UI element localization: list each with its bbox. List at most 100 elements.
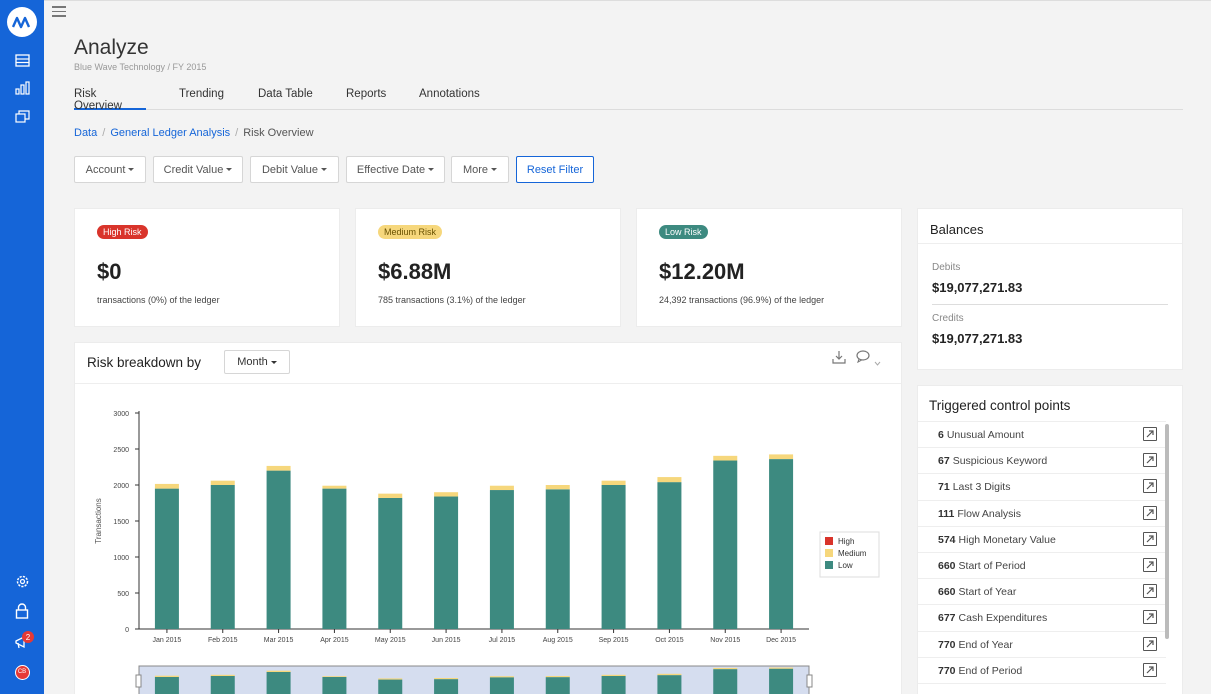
navigator-bar-low (322, 677, 347, 694)
x-tick-label: Feb 2015 (208, 637, 238, 644)
top-border (44, 0, 1211, 1)
ledger-icon[interactable] (12, 50, 32, 70)
control-point-row[interactable]: 6 Unusual Amount (918, 422, 1166, 449)
period-dropdown[interactable]: Month (224, 350, 290, 374)
bar-segment-low[interactable] (657, 482, 682, 629)
windows-icon[interactable] (12, 106, 32, 126)
y-tick-label: 1500 (113, 519, 129, 526)
control-points-scrollbar[interactable] (1165, 424, 1169, 639)
chevron-down-icon[interactable] (874, 353, 881, 371)
bar-segment-medium[interactable] (601, 480, 626, 485)
bar-segment-low[interactable] (266, 470, 291, 629)
bar-segment-medium[interactable] (434, 492, 459, 497)
bar-segment-low[interactable] (601, 485, 626, 629)
hamburger-menu-icon[interactable] (52, 6, 66, 18)
bar-segment-low[interactable] (545, 489, 570, 629)
tab-reports[interactable]: Reports (346, 88, 387, 100)
low-risk-card: Low Risk $12.20M 24,392 transactions (96… (636, 208, 902, 327)
bar-segment-medium[interactable] (154, 483, 179, 489)
more-filter-button[interactable]: More (451, 156, 509, 183)
open-external-icon[interactable] (1143, 505, 1157, 520)
breadcrumb-data[interactable]: Data (74, 127, 98, 139)
control-point-row[interactable]: 67 Suspicious Keyword (918, 448, 1166, 475)
range-handle-right[interactable] (806, 674, 813, 688)
control-point-row[interactable]: 71 Last 3 Digits (918, 474, 1166, 501)
effective-date-filter-button[interactable]: Effective Date (346, 156, 445, 183)
comment-icon[interactable] (856, 350, 870, 368)
bar-segment-low[interactable] (210, 485, 235, 629)
bar-segment-low[interactable] (769, 459, 794, 629)
gear-icon[interactable] (12, 571, 32, 591)
navigator-bar-low (434, 679, 459, 694)
control-point-row[interactable]: 574 High Monetary Value (918, 527, 1166, 553)
control-point-row[interactable]: 660 Start of Year (918, 579, 1166, 606)
open-external-icon[interactable] (1143, 662, 1157, 677)
tab-annotations[interactable]: Annotations (419, 88, 480, 100)
tab-data-table[interactable]: Data Table (258, 88, 313, 100)
download-icon[interactable] (832, 350, 846, 369)
open-external-icon[interactable] (1143, 453, 1157, 468)
control-point-row[interactable]: 770 End of Period (918, 658, 1166, 684)
x-tick-label: Oct 2015 (655, 637, 684, 644)
bar-segment-medium[interactable] (489, 485, 514, 491)
bar-segment-medium[interactable] (769, 454, 794, 460)
bar-segment-medium[interactable] (545, 485, 570, 490)
bar-segment-low[interactable] (322, 488, 347, 629)
open-external-icon[interactable] (1143, 531, 1157, 546)
control-point-row[interactable]: 111 Flow Analysis (918, 501, 1166, 527)
control-point-count: 71 (938, 481, 950, 494)
open-external-icon[interactable] (1143, 557, 1157, 572)
navigator-bar-medium (489, 676, 514, 678)
bar-segment-medium[interactable] (266, 465, 291, 471)
bar-segment-medium[interactable] (378, 493, 403, 498)
bar-segment-low[interactable] (434, 496, 459, 629)
range-handle-left[interactable] (135, 674, 142, 688)
control-point-label: Flow Analysis (957, 507, 1021, 520)
bar-segment-medium[interactable] (713, 455, 738, 461)
logo-icon[interactable] (7, 7, 37, 37)
legend-label: Low (838, 561, 853, 570)
bar-segment-medium[interactable] (322, 485, 347, 489)
megaphone-icon[interactable] (12, 632, 32, 652)
range-navigator[interactable] (138, 665, 810, 694)
open-external-icon[interactable] (1143, 636, 1157, 651)
lock-icon[interactable] (12, 601, 32, 621)
navigator-bar-medium (378, 678, 403, 680)
notification-badge: 2 (22, 631, 34, 643)
risk-breakdown-card: Risk breakdown by Month 0 500 1000 1500 2000… (74, 342, 902, 694)
navigator-bar-medium (545, 676, 570, 678)
credit-value-filter-button[interactable]: Credit Value (153, 156, 243, 183)
bar-segment-low[interactable] (489, 490, 514, 629)
control-point-row[interactable]: 770 End of Year (918, 632, 1166, 658)
bar-segment-low[interactable] (378, 497, 403, 629)
high-risk-card: High Risk $0 transactions (0%) of the le… (74, 208, 340, 327)
bar-segment-low[interactable] (154, 488, 179, 629)
navigator-bar-low (489, 677, 514, 694)
tab-trending[interactable]: Trending (179, 88, 224, 100)
control-point-label: End of Year (958, 638, 1013, 651)
bar-segment-medium[interactable] (657, 477, 682, 483)
debit-value-filter-button[interactable]: Debit Value (250, 156, 339, 183)
credits-label: Credits (932, 313, 964, 324)
bar-segment-low[interactable] (713, 460, 738, 629)
account-filter-button[interactable]: Account (74, 156, 146, 183)
tab-risk-overview[interactable]: Risk Overview (74, 88, 146, 112)
bar-chart-icon[interactable] (12, 78, 32, 98)
reset-filter-button[interactable]: Reset Filter (516, 156, 594, 183)
control-point-count: 574 (938, 533, 956, 546)
control-point-row[interactable]: 677 Cash Expenditures (918, 605, 1166, 632)
control-point-row[interactable]: 660 Start of Period (918, 553, 1166, 580)
user-avatar-icon[interactable]: CB (12, 662, 32, 682)
open-external-icon[interactable] (1143, 584, 1157, 599)
open-external-icon[interactable] (1143, 479, 1157, 494)
divider (75, 383, 901, 384)
caret-down-icon (491, 168, 498, 171)
x-tick-label: Jan 2015 (153, 637, 182, 644)
breadcrumb-general-ledger[interactable]: General Ledger Analysis (110, 127, 231, 139)
open-external-icon[interactable] (1143, 610, 1157, 625)
navigator-bar-low (378, 679, 403, 694)
open-external-icon[interactable] (1143, 427, 1157, 441)
control-point-text: 677 Cash Expenditures (938, 612, 1047, 624)
bar-segment-medium[interactable] (210, 480, 235, 485)
risk-breakdown-title: Risk breakdown by (87, 355, 202, 370)
